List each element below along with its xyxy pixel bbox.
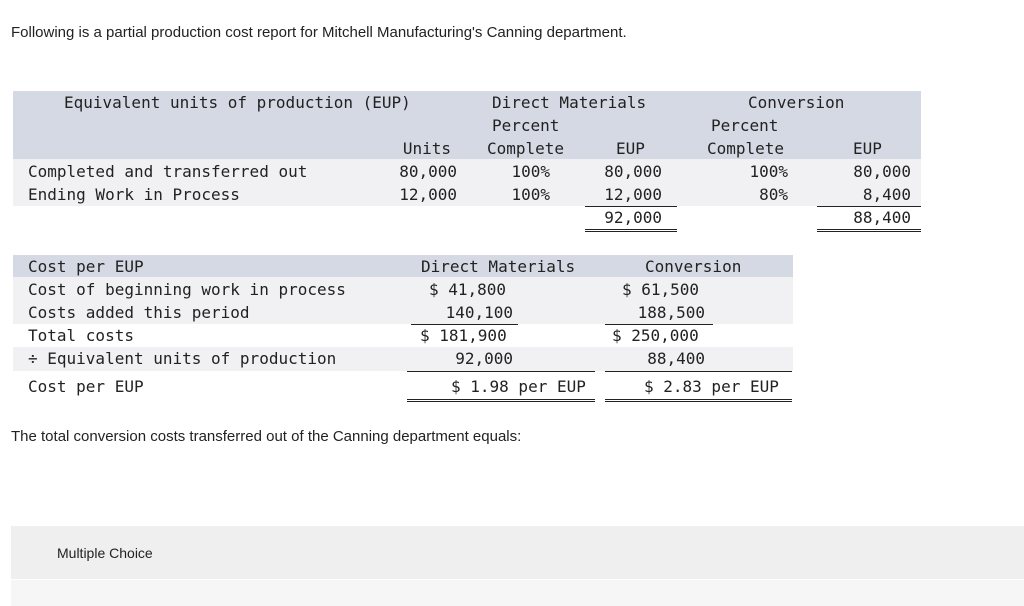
cost-conv-header: Conversion bbox=[645, 257, 742, 276]
eup-conv-total-double-rule bbox=[817, 229, 921, 232]
cost-dm-header: Direct Materials bbox=[421, 257, 576, 276]
cost-row-label: Cost of beginning work in process bbox=[28, 280, 346, 299]
cost-row-conv: 188,500 bbox=[637, 303, 705, 322]
cost-body-band-2 bbox=[13, 347, 793, 371]
cost-row-dm: 140,100 bbox=[445, 303, 513, 322]
cost-table-title: Cost per EUP bbox=[28, 257, 144, 276]
cost-conv-subtotal-rule bbox=[605, 324, 713, 325]
eup-header-band bbox=[13, 91, 921, 159]
eup-dm-eup-label: EUP bbox=[616, 139, 645, 158]
cost-header-band bbox=[13, 255, 793, 277]
eup-conv-percent-label: Percent bbox=[711, 116, 779, 135]
eup-table-title: Equivalent units of production (EUP) bbox=[64, 93, 411, 112]
cost-row-conv: 88,400 bbox=[647, 349, 705, 368]
cost-dm-divider-rule bbox=[407, 371, 595, 372]
eup-dm-subtotal-rule bbox=[585, 206, 677, 207]
eup-row-conv-pct: 100% bbox=[749, 162, 788, 181]
cost-row-dm: $ 41,800 bbox=[429, 280, 507, 299]
eup-conv-eup-label: EUP bbox=[853, 139, 882, 158]
cost-body-band-1 bbox=[13, 277, 793, 324]
eup-row-dm-pct: 100% bbox=[511, 162, 550, 181]
multiple-choice-label: Multiple Choice bbox=[57, 545, 153, 561]
cost-row-label: Total costs bbox=[28, 326, 134, 345]
eup-units-label: Units bbox=[402, 139, 451, 158]
cost-row-conv: $ 2.83 per EUP bbox=[644, 377, 779, 396]
cost-conv-final-double-rule bbox=[605, 399, 792, 402]
eup-row-conv-pct: 80% bbox=[759, 185, 788, 204]
eup-body-band bbox=[13, 159, 921, 206]
cost-row-label: Costs added this period bbox=[28, 303, 250, 322]
cost-conv-divider-rule bbox=[605, 371, 792, 372]
eup-conv-subtotal-rule bbox=[817, 206, 921, 207]
eup-dm-total-double-rule bbox=[585, 229, 677, 232]
cost-row-dm: 92,000 bbox=[455, 349, 513, 368]
eup-dm-total: 92,000 bbox=[604, 208, 662, 227]
eup-conv-complete-label: Complete bbox=[707, 139, 785, 158]
eup-row-label: Completed and transferred out bbox=[28, 162, 308, 181]
eup-row-dm-eup: 80,000 bbox=[604, 162, 662, 181]
answer-options-area bbox=[11, 580, 1024, 606]
eup-conv-header: Conversion bbox=[748, 93, 845, 112]
eup-dm-header: Direct Materials bbox=[492, 93, 647, 112]
cost-row-conv: $ 250,000 bbox=[612, 326, 699, 345]
problem-intro: Following is a partial production cost r… bbox=[11, 24, 627, 41]
eup-row-dm-eup: 12,000 bbox=[604, 185, 662, 204]
eup-row-units: 80,000 bbox=[399, 162, 457, 181]
eup-dm-complete-label: Complete bbox=[487, 139, 565, 158]
eup-dm-percent-label: Percent bbox=[492, 116, 560, 135]
cost-row-label: ÷ Equivalent units of production bbox=[28, 349, 337, 368]
cost-dm-final-double-rule bbox=[407, 399, 595, 402]
question-text: The total conversion costs transferred o… bbox=[11, 428, 522, 445]
cost-row-dm: $ 1.98 per EUP bbox=[451, 377, 586, 396]
multiple-choice-section bbox=[11, 526, 1024, 579]
eup-conv-total: 88,400 bbox=[853, 208, 911, 227]
cost-dm-subtotal-rule bbox=[411, 324, 518, 325]
cost-row-label: Cost per EUP bbox=[28, 377, 144, 396]
cost-row-conv: $ 61,500 bbox=[622, 280, 700, 299]
cost-row-dm: $ 181,900 bbox=[420, 326, 507, 345]
eup-row-units: 12,000 bbox=[399, 185, 457, 204]
eup-row-conv-eup: 8,400 bbox=[862, 185, 911, 204]
eup-row-conv-eup: 80,000 bbox=[853, 162, 911, 181]
eup-row-label: Ending Work in Process bbox=[28, 185, 240, 204]
eup-row-dm-pct: 100% bbox=[511, 185, 550, 204]
